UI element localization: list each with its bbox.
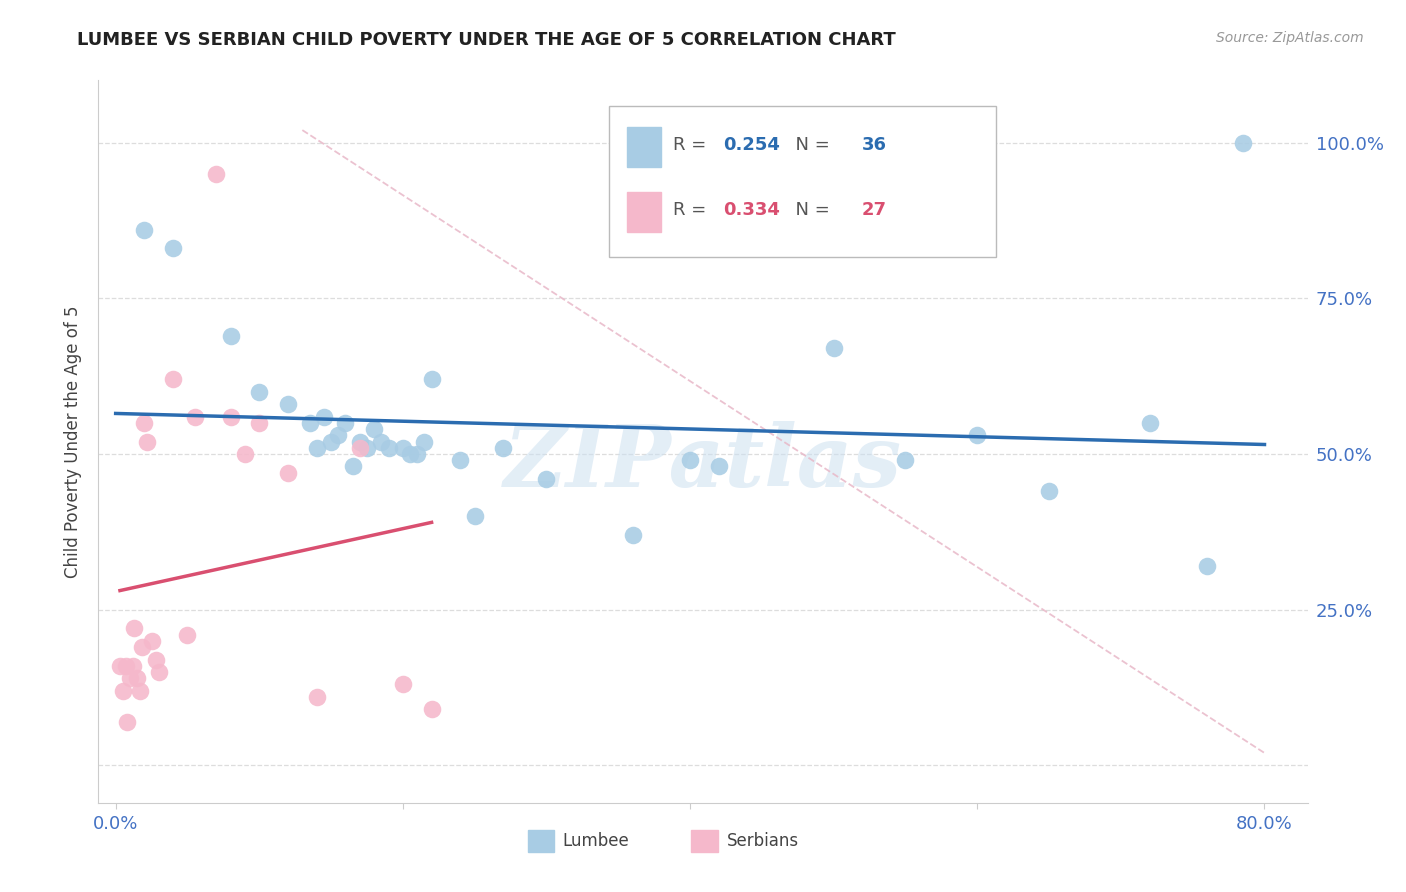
Point xyxy=(399,447,422,461)
Point xyxy=(176,627,198,641)
Point xyxy=(621,528,644,542)
Point xyxy=(363,422,385,436)
Point xyxy=(536,472,558,486)
Point xyxy=(1038,484,1060,499)
Point xyxy=(894,453,917,467)
Point xyxy=(277,466,299,480)
Point xyxy=(247,416,270,430)
Point xyxy=(134,416,156,430)
Point xyxy=(131,640,153,654)
Point xyxy=(312,409,335,424)
Text: N =: N = xyxy=(785,202,835,219)
Point xyxy=(118,671,141,685)
Point xyxy=(342,459,364,474)
Bar xyxy=(527,830,554,852)
Point xyxy=(205,167,228,181)
Point xyxy=(114,658,136,673)
Point xyxy=(449,453,471,467)
Point xyxy=(305,690,328,704)
Text: Serbians: Serbians xyxy=(727,832,799,850)
Point xyxy=(370,434,392,449)
Point xyxy=(328,428,350,442)
Point xyxy=(349,441,371,455)
Y-axis label: Child Poverty Under the Age of 5: Child Poverty Under the Age of 5 xyxy=(65,305,83,578)
Point xyxy=(464,509,486,524)
Point xyxy=(122,658,145,673)
Text: ZIPatlas: ZIPatlas xyxy=(503,421,903,505)
Point xyxy=(233,447,256,461)
Point xyxy=(145,652,167,666)
Text: Source: ZipAtlas.com: Source: ZipAtlas.com xyxy=(1216,31,1364,45)
Point xyxy=(219,409,242,424)
Point xyxy=(247,384,270,399)
Point xyxy=(141,633,163,648)
Bar xyxy=(627,128,661,167)
Text: 36: 36 xyxy=(862,136,886,154)
Point xyxy=(148,665,170,679)
FancyBboxPatch shape xyxy=(609,105,995,257)
Bar xyxy=(690,830,717,852)
Point xyxy=(392,677,415,691)
Point xyxy=(136,434,159,449)
Text: Lumbee: Lumbee xyxy=(562,832,630,850)
Point xyxy=(162,372,184,386)
Point xyxy=(420,372,443,386)
Point xyxy=(413,434,436,449)
Text: LUMBEE VS SERBIAN CHILD POVERTY UNDER THE AGE OF 5 CORRELATION CHART: LUMBEE VS SERBIAN CHILD POVERTY UNDER TH… xyxy=(77,31,896,49)
Point xyxy=(115,714,138,729)
Text: R =: R = xyxy=(672,136,711,154)
Point xyxy=(108,658,131,673)
Point xyxy=(966,428,988,442)
Text: N =: N = xyxy=(785,136,835,154)
Point xyxy=(127,671,149,685)
Text: 27: 27 xyxy=(862,202,886,219)
Text: R =: R = xyxy=(672,202,711,219)
Point xyxy=(124,621,146,635)
Point xyxy=(679,453,702,467)
Point xyxy=(823,341,845,355)
Text: 0.254: 0.254 xyxy=(724,136,780,154)
Point xyxy=(420,702,443,716)
Point xyxy=(277,397,299,411)
Point xyxy=(162,242,184,256)
Point xyxy=(1139,416,1161,430)
Point xyxy=(219,328,242,343)
Point xyxy=(129,683,152,698)
Point xyxy=(183,409,205,424)
Point xyxy=(492,441,515,455)
Point xyxy=(111,683,134,698)
Point xyxy=(349,434,371,449)
Point xyxy=(1232,136,1254,150)
Text: 0.334: 0.334 xyxy=(724,202,780,219)
Point xyxy=(377,441,399,455)
Point xyxy=(298,416,321,430)
Point xyxy=(406,447,429,461)
Point xyxy=(356,441,378,455)
Point xyxy=(134,223,156,237)
Point xyxy=(707,459,730,474)
Point xyxy=(1197,559,1219,574)
Bar xyxy=(627,193,661,232)
Point xyxy=(335,416,357,430)
Point xyxy=(392,441,415,455)
Point xyxy=(305,441,328,455)
Point xyxy=(319,434,342,449)
